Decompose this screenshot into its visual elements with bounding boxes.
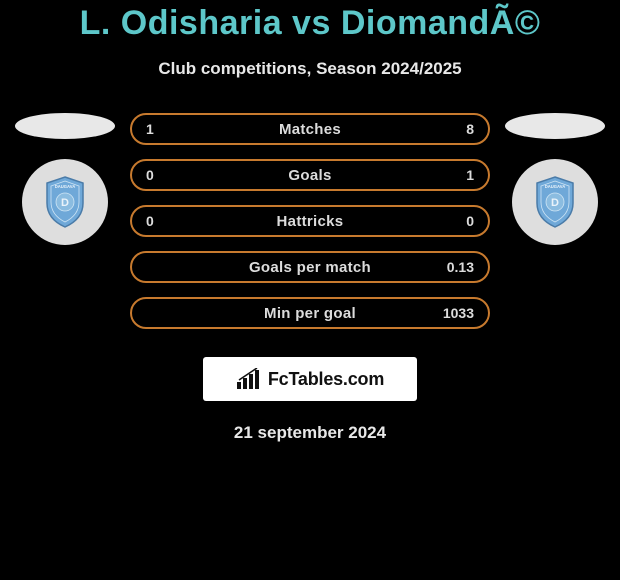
date-line: 21 september 2024: [0, 423, 620, 443]
stat-left-value: 0: [146, 213, 154, 229]
club-shield-icon: DAUGAVA D: [533, 175, 577, 229]
stat-left-value: 0: [146, 167, 154, 183]
comparison-card: L. Odisharia vs DiomandÃ© Club competiti…: [0, 0, 620, 443]
stat-row-min-per-goal: Min per goal 1033: [130, 297, 490, 329]
stat-label: Matches: [279, 121, 341, 138]
subtitle: Club competitions, Season 2024/2025: [0, 59, 620, 79]
stat-row-goals: 0 Goals 1: [130, 159, 490, 191]
svg-text:D: D: [61, 197, 69, 209]
stat-row-hattricks: 0 Hattricks 0: [130, 205, 490, 237]
stat-label: Hattricks: [277, 213, 344, 230]
svg-text:D: D: [551, 197, 559, 209]
stat-row-goals-per-match: Goals per match 0.13: [130, 251, 490, 283]
bar-chart-icon: [236, 368, 262, 390]
player-left-column: DAUGAVA D: [10, 113, 120, 245]
stat-left-value: 1: [146, 121, 154, 137]
svg-text:DAUGAVA: DAUGAVA: [545, 184, 566, 189]
fctables-logo[interactable]: FcTables.com: [203, 357, 417, 401]
page-title: L. Odisharia vs DiomandÃ©: [0, 4, 620, 43]
stat-right-value: 0: [466, 213, 474, 229]
stat-row-matches: 1 Matches 8: [130, 113, 490, 145]
stat-right-value: 1: [466, 167, 474, 183]
stat-label: Goals: [288, 167, 331, 184]
stat-right-value: 1033: [443, 305, 474, 321]
player-left-avatar: [15, 113, 115, 139]
club-shield-icon: DAUGAVA D: [43, 175, 87, 229]
stat-label: Min per goal: [264, 305, 356, 322]
player-right-avatar: [505, 113, 605, 139]
stats-column: 1 Matches 8 0 Goals 1 0 Hattricks 0 Goal…: [130, 113, 490, 329]
player-right-club-badge: DAUGAVA D: [512, 159, 598, 245]
main-row: DAUGAVA D 1 Matches 8 0 Goals 1 0 Hattri…: [0, 113, 620, 329]
player-right-column: DAUGAVA D: [500, 113, 610, 245]
stat-right-value: 0.13: [447, 259, 474, 275]
player-left-club-badge: DAUGAVA D: [22, 159, 108, 245]
stat-right-value: 8: [466, 121, 474, 137]
stat-label: Goals per match: [249, 259, 371, 276]
svg-text:DAUGAVA: DAUGAVA: [55, 184, 76, 189]
logo-text: FcTables.com: [268, 369, 384, 390]
